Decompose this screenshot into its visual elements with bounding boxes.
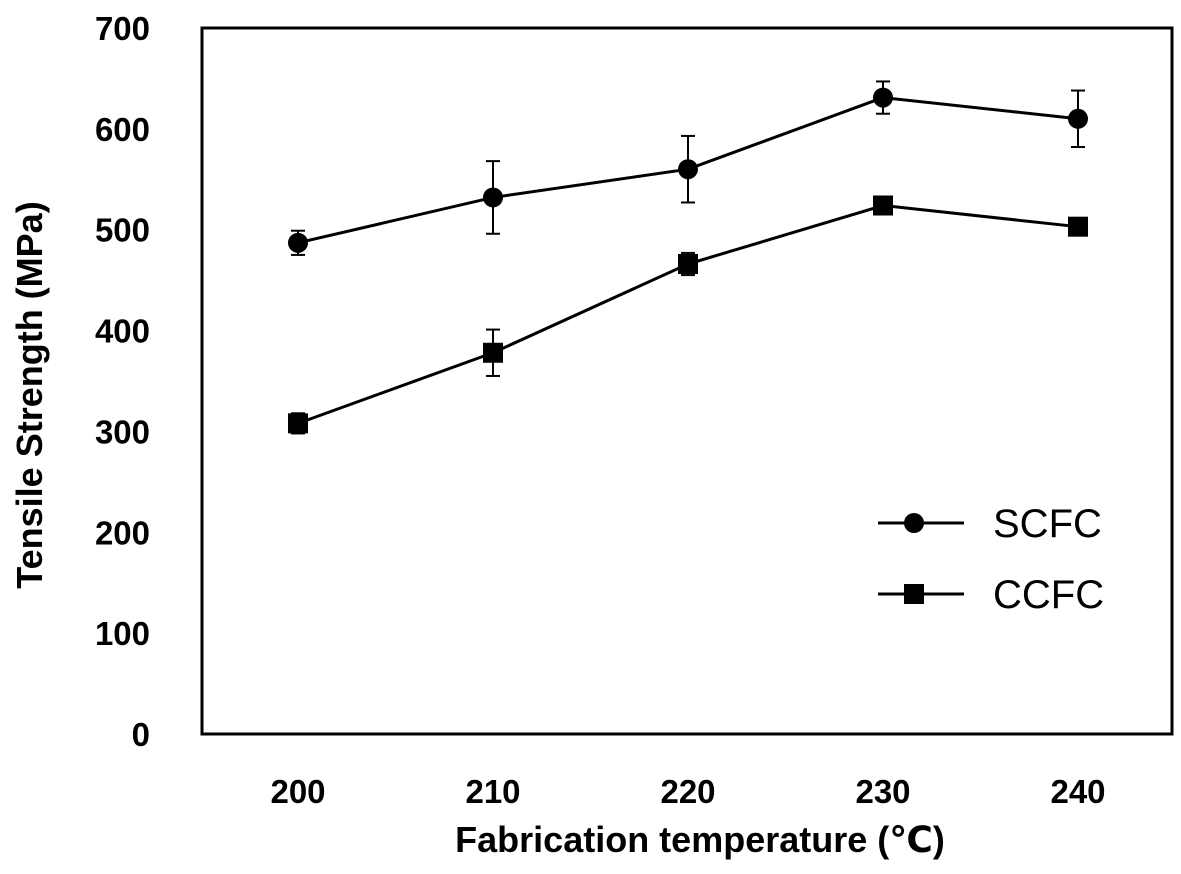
point-scfc-200 — [288, 232, 308, 253]
x-axis-title: Fabrication temperature (℃) — [455, 819, 945, 860]
x-tick-labels: 200 210 220 230 240 — [270, 773, 1105, 810]
series-ccfc — [288, 195, 1088, 435]
y-tick-label-400: 400 — [95, 313, 150, 350]
y-tick-labels: 0 100 200 300 400 500 600 700 — [95, 10, 150, 753]
y-tick-label-200: 200 — [95, 514, 150, 551]
x-tick-label-210: 210 — [465, 773, 520, 810]
point-scfc-240 — [1068, 108, 1088, 129]
legend-marker-ccfc — [904, 584, 924, 604]
legend-label-ccfc: CCFC — [993, 573, 1104, 617]
series-layer — [288, 80, 1088, 435]
y-axis-title: Tensile Strength (MPa) — [9, 201, 50, 588]
y-tick-label-600: 600 — [95, 111, 150, 148]
y-tick-label-300: 300 — [95, 413, 150, 450]
point-ccfc-230 — [873, 195, 893, 216]
point-scfc-230 — [873, 87, 893, 108]
y-tick-label-100: 100 — [95, 615, 150, 652]
point-ccfc-220 — [678, 254, 698, 275]
point-ccfc-240 — [1068, 216, 1088, 237]
point-ccfc-210 — [483, 342, 503, 363]
y-tick-label-700: 700 — [95, 10, 150, 47]
x-tick-label-220: 220 — [660, 773, 715, 810]
x-tick-label-200: 200 — [270, 773, 325, 810]
series-line-ccfc — [297, 203, 1079, 425]
legend-label-scfc: SCFC — [993, 502, 1102, 546]
plot-frame — [200, 26, 1174, 736]
y-tick-label-0: 0 — [132, 716, 150, 753]
point-ccfc-200 — [288, 413, 308, 434]
point-scfc-210 — [483, 187, 503, 208]
point-scfc-220 — [678, 159, 698, 180]
x-tick-label-240: 240 — [1050, 773, 1105, 810]
y-tick-label-500: 500 — [95, 212, 150, 249]
x-tick-label-230: 230 — [855, 773, 910, 810]
legend-marker-scfc — [904, 513, 924, 533]
legend: SCFC CCFC — [878, 502, 1104, 617]
series-scfc — [288, 80, 1088, 256]
